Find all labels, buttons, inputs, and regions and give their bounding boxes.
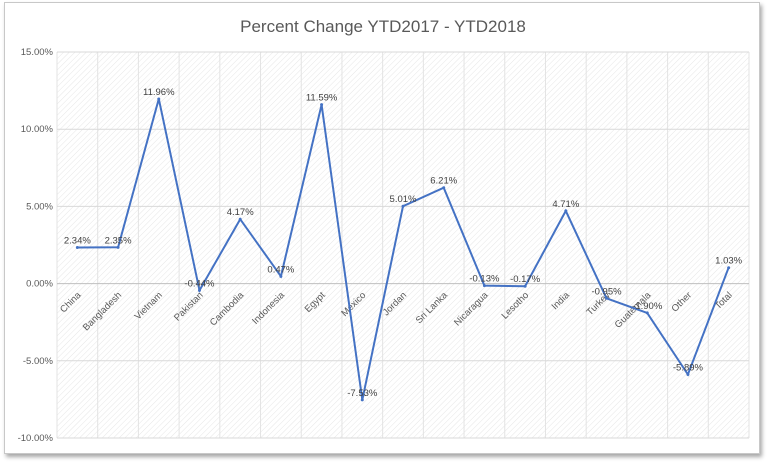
data-point [360,398,364,402]
data-point [157,97,161,101]
data-label: -0.95% [591,286,622,297]
data-point [116,245,120,249]
data-label: 4.71% [552,199,579,210]
data-point [564,209,568,213]
data-label: 6.21% [430,176,457,187]
data-point [686,373,690,377]
data-label: 11.59% [306,93,338,104]
data-label: -5.89% [673,363,704,374]
y-tick-label: 10.00% [21,124,54,135]
y-tick-label: 0.00% [26,279,53,290]
data-label: 5.01% [390,194,417,205]
data-label: 4.17% [227,207,254,218]
data-point [645,311,649,315]
data-point [320,103,324,107]
plot-area [57,52,749,438]
data-label: 2.34% [64,235,91,246]
data-point [238,217,242,221]
data-label: 1.03% [715,256,742,267]
y-tick-label: -5.00% [23,356,54,367]
y-tick-label: -10.00% [18,433,54,444]
data-point [197,288,201,292]
data-point [727,266,731,270]
data-label: -0.44% [184,278,215,289]
data-label: 11.96% [143,87,175,98]
data-point [442,186,446,190]
data-point [401,204,405,208]
data-label: -0.17% [510,274,541,285]
data-point [482,284,486,288]
data-point [279,274,283,278]
data-point [605,296,609,300]
data-point [75,245,79,249]
data-label: -1.90% [632,301,663,312]
chart-frame: Percent Change YTD2017 - YTD2018 15.00% 1… [4,2,760,454]
data-label: 2.35% [105,235,132,246]
data-point [523,284,527,288]
line-chart: 15.00%10.00%5.00%0.00%-5.00%-10.00% Chin… [18,47,750,444]
y-tick-label: 5.00% [26,201,53,212]
data-label: -0.13% [469,274,500,285]
data-label: -7.53% [347,388,378,399]
chart-title: Percent Change YTD2017 - YTD2018 [240,17,526,36]
data-label: 0.47% [267,264,294,275]
y-tick-label: 15.00% [21,47,54,58]
